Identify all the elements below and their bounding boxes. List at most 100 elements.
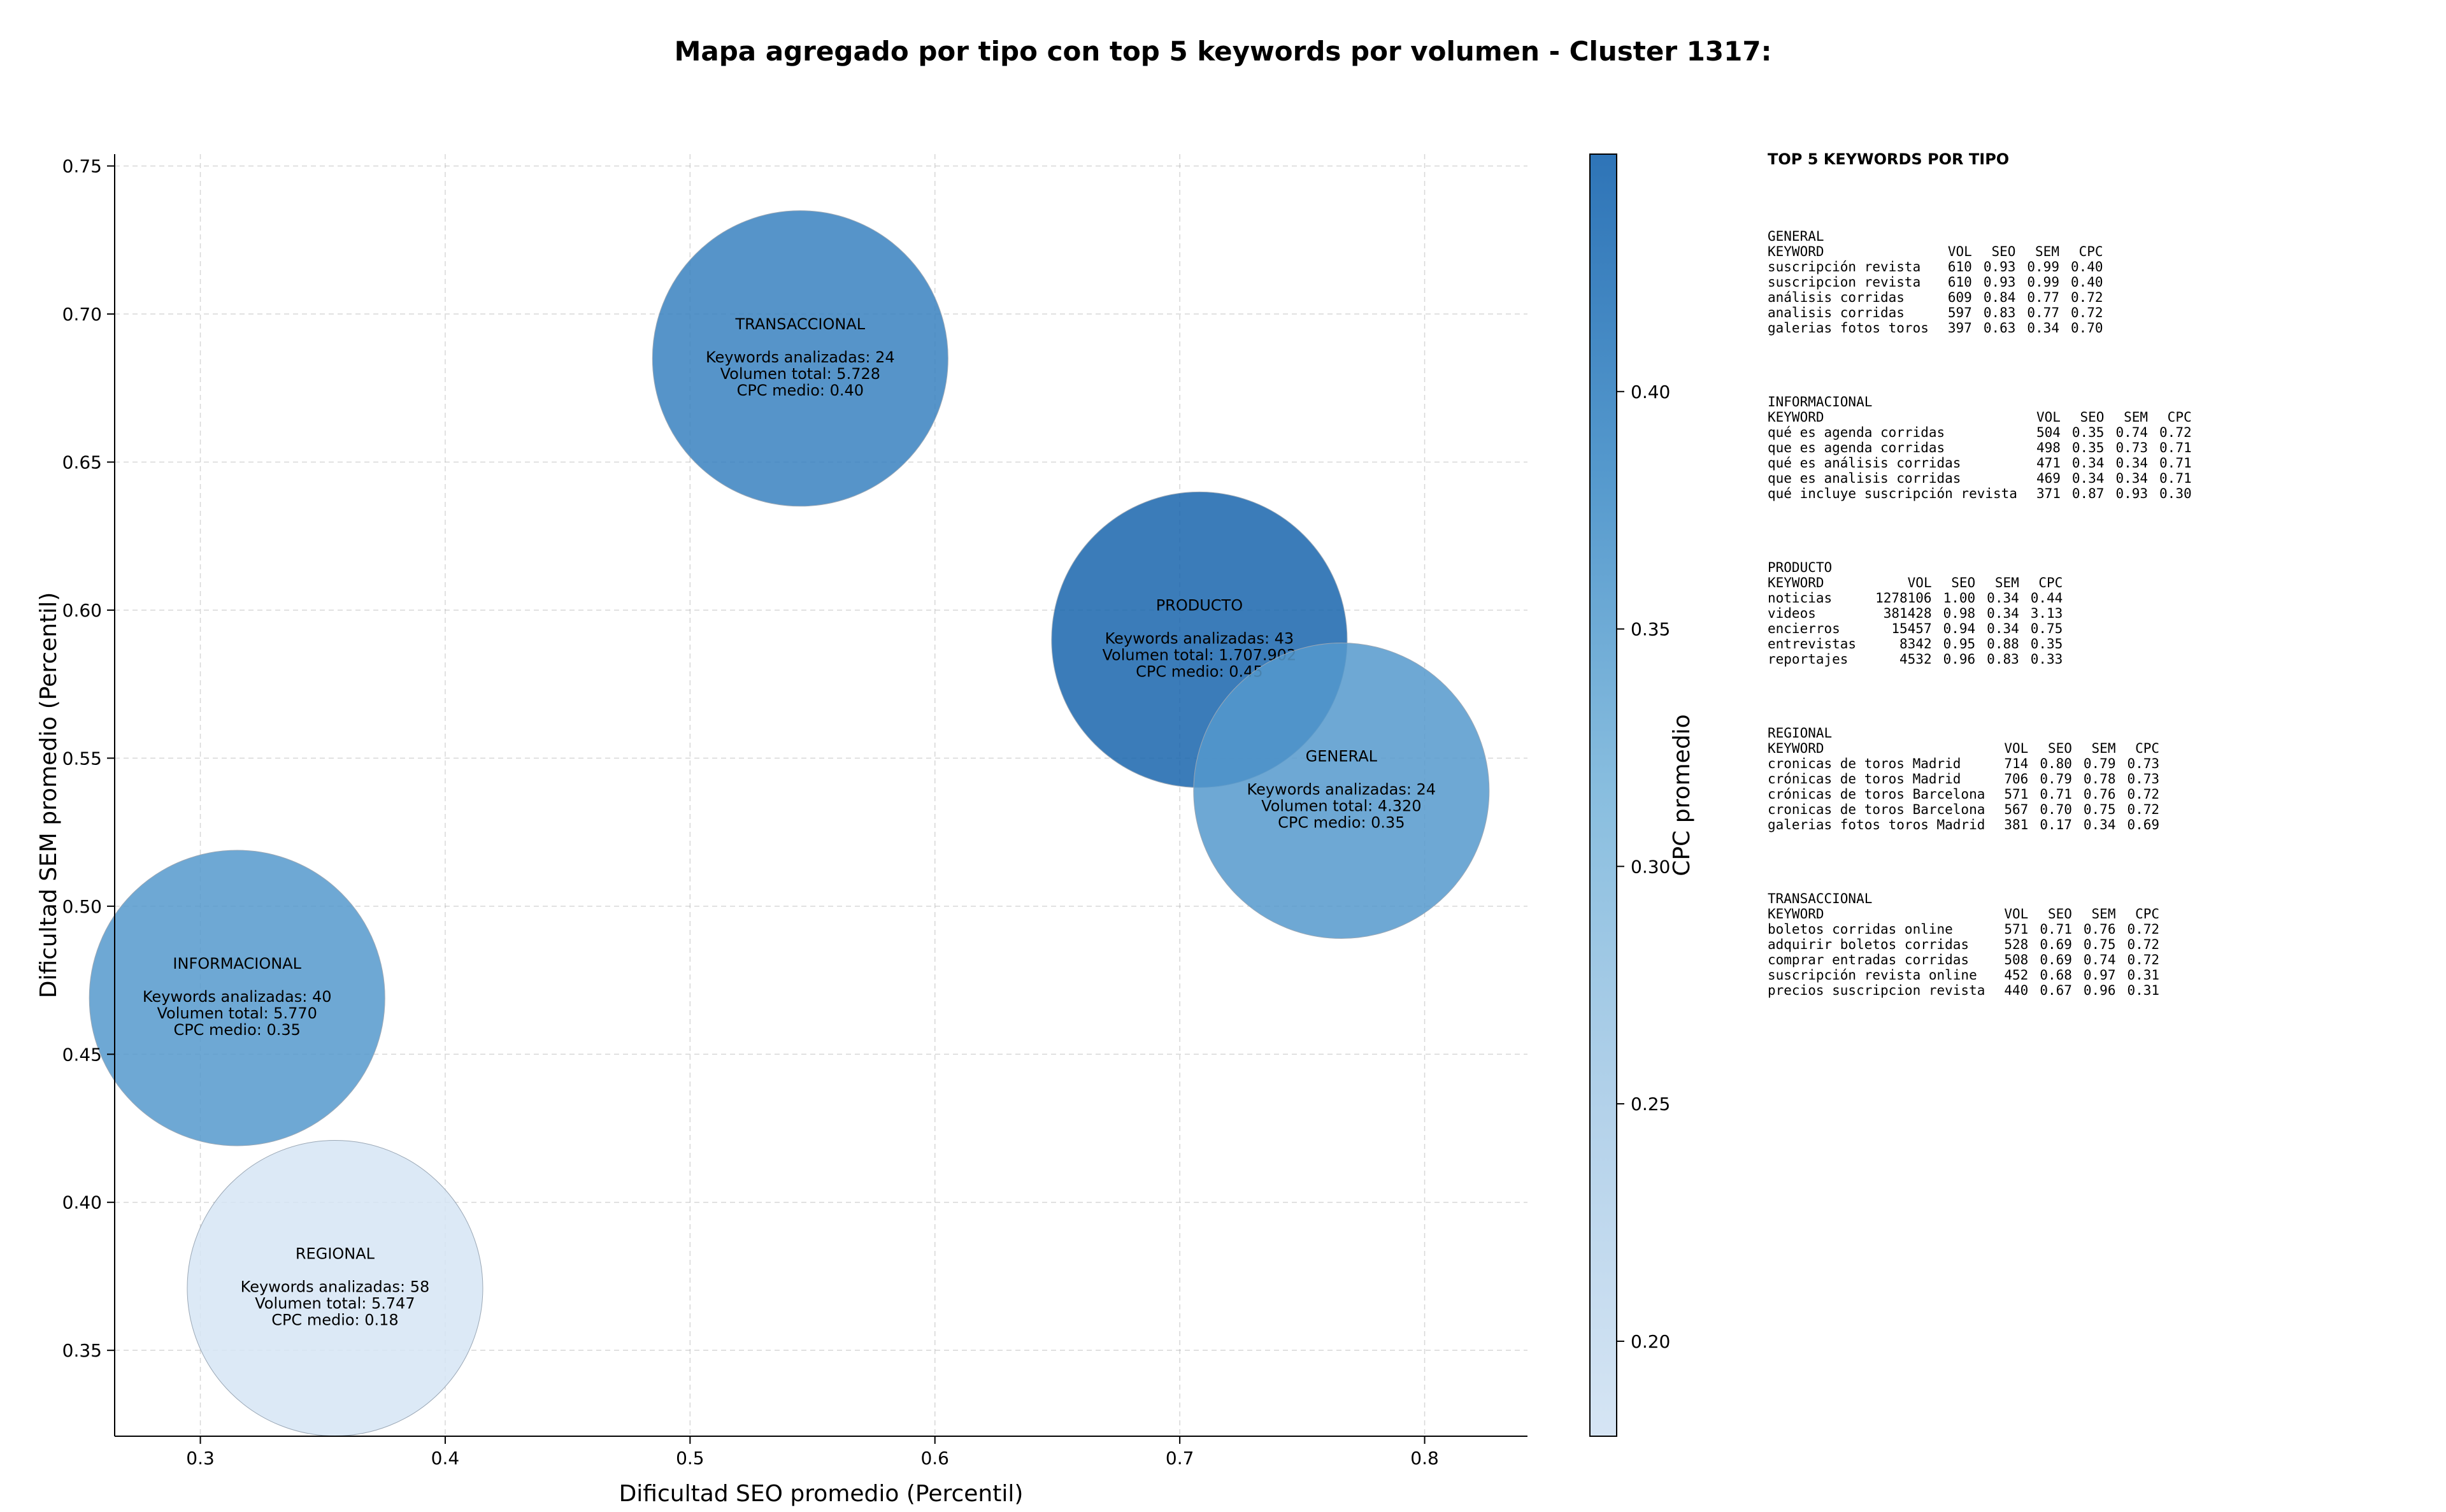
table-cell: 0.17 [2040, 817, 2072, 832]
table-cell: cronicas de toros Barcelona [1768, 802, 1985, 817]
table-row: entrevistas 8342 0.95 0.88 0.35 [1768, 636, 2074, 652]
top-keywords-title: TOP 5 KEYWORDS POR TIPO [1768, 150, 2010, 168]
table-cell: 0.80 [2040, 756, 2072, 771]
table-cell: 571 [2004, 787, 2029, 802]
column-header: SEO [1991, 244, 2016, 259]
table-cell: 0.77 [2027, 290, 2059, 305]
table-cell: 0.87 [2071, 486, 2105, 501]
table-cell: 0.72 [2127, 922, 2160, 937]
table-cell: 0.67 [2040, 983, 2072, 998]
bubble-keywords: Keywords analizadas: 24 [706, 348, 895, 366]
y-tick-label: 0.45 [62, 1044, 102, 1065]
colorbar: 0.20 0.25 0.30 0.35 0.40 CPC promedio [1589, 153, 1695, 1437]
table-cell: 0.72 [2070, 305, 2103, 320]
table-cell: 0.69 [2040, 952, 2072, 967]
table-row: analisis corridas 597 0.83 0.77 0.72 [1768, 305, 2115, 320]
table-row: noticias 1278106 1.00 0.34 0.44 [1768, 590, 2074, 606]
table-cell: 3.13 [2030, 606, 2063, 621]
y-tick-label: 0.60 [62, 600, 102, 621]
table-cell: 0.95 [1943, 636, 1976, 652]
table-cell: 0.98 [1943, 606, 1976, 621]
y-tick-label: 0.40 [62, 1192, 102, 1213]
x-tick-label: 0.7 [1166, 1448, 1194, 1469]
axes: 0.3 0.4 0.5 0.6 0.7 0.8 0.35 0.40 0.45 0.50 0.55 0.… [36, 154, 1527, 1507]
table-header-row: KEYWORD VOL SEO SEM CPC [1768, 906, 2171, 922]
table-cell: 0.93 [1983, 259, 2016, 275]
table-cell: encierros [1768, 621, 1840, 636]
column-header: SEM [2124, 410, 2149, 425]
column-header: CPC [2078, 244, 2103, 259]
colorbar-tick-label: 0.30 [1631, 856, 1670, 877]
table-cell: 8342 [1899, 636, 1932, 652]
bubble-keywords: Keywords analizadas: 58 [241, 1278, 430, 1296]
table-cell: 528 [2004, 937, 2029, 952]
section-title: PRODUCTO [1768, 560, 1833, 575]
table-cell: 1.00 [1943, 590, 1976, 606]
table-row: suscripción revista online 452 0.68 0.97 0.3… [1768, 967, 2171, 983]
table-cell: 0.40 [2070, 259, 2103, 275]
table-cell: analisis corridas [1768, 305, 1905, 320]
bubble-name: REGIONAL [296, 1245, 375, 1263]
table-cell: 381 [2004, 817, 2029, 832]
table-cell: precios suscripcion revista [1768, 983, 1985, 998]
column-header: SEM [2035, 244, 2059, 259]
table-cell: 0.96 [2083, 983, 2116, 998]
table-row: análisis corridas 609 0.84 0.77 0.72 [1768, 290, 2115, 305]
colorbar-label: CPC promedio [1669, 714, 1695, 876]
table-cell: 0.73 [2127, 756, 2160, 771]
top-keywords-panel: TOP 5 KEYWORDS POR TIPO GENERAL KEYWORD VO… [1768, 150, 2430, 1057]
keyword-table: KEYWORD VOL SEO SEM CPC boletos corridas onli… [1768, 906, 2171, 998]
colorbar-tick-label: 0.40 [1631, 382, 1670, 403]
table-cell: 0.34 [2027, 320, 2059, 336]
bubble-cpc: CPC medio: 0.35 [1278, 814, 1405, 832]
bubble-name: PRODUCTO [1156, 596, 1243, 614]
table-row: que es analisis corridas 469 0.34 0.34 0.71 [1768, 471, 2203, 486]
table-cell: 0.83 [1983, 305, 2016, 320]
table-row: suscripción revista 610 0.93 0.99 0.40 [1768, 259, 2115, 275]
table-cell: 0.72 [2127, 952, 2160, 967]
keyword-section-transaccional: TRANSACCIONAL KEYWORD VOL SEO SEM CPC boletos … [1768, 891, 2430, 998]
table-cell: 452 [2004, 967, 2029, 983]
table-cell: 571 [2004, 922, 2029, 937]
table-cell: 597 [1947, 305, 1972, 320]
table-row: boletos corridas online 571 0.71 0.76 0.72 [1768, 922, 2171, 937]
bubble-volume: Volumen total: 5.770 [157, 1004, 317, 1022]
table-cell: 0.74 [2115, 425, 2149, 440]
bubble-keywords: Keywords analizadas: 43 [1105, 629, 1294, 647]
table-cell: 0.84 [1983, 290, 2016, 305]
column-header: VOL [1907, 575, 1932, 590]
bubble-informacional [89, 850, 385, 1146]
keyword-table: KEYWORD VOL SEO SEM CPC cronicas de toros Mad… [1768, 741, 2171, 832]
table-row: comprar entradas corridas 508 0.69 0.74 0.72 [1768, 952, 2171, 967]
column-header: CPC [2038, 575, 2063, 590]
table-cell: 0.35 [2071, 440, 2105, 455]
table-cell: 15457 [1891, 621, 1932, 636]
table-cell: 0.76 [2083, 922, 2116, 937]
bubble-label-transaccional: TRANSACCIONAL Keywords analizadas: 24Volu… [706, 315, 895, 399]
keyword-section-regional: REGIONAL KEYWORD VOL SEO SEM CPC cronicas de t… [1768, 725, 2430, 832]
colorbar-tick-label: 0.25 [1631, 1094, 1670, 1115]
table-cell: 0.94 [1943, 621, 1976, 636]
section-title: GENERAL [1768, 229, 1824, 244]
table-cell: 0.63 [1983, 320, 2016, 336]
table-cell: análisis corridas [1768, 290, 1905, 305]
table-cell: 440 [2004, 983, 2029, 998]
table-cell: 0.31 [2127, 983, 2160, 998]
bubble-name: INFORMACIONAL [173, 955, 301, 973]
column-header: KEYWORD [1768, 410, 1824, 425]
table-cell: 0.71 [2159, 455, 2192, 471]
bubble-name: GENERAL [1306, 748, 1378, 766]
column-header: VOL [1947, 244, 1972, 259]
bubble-cpc: CPC medio: 0.45 [1136, 662, 1263, 680]
table-cell: 0.75 [2083, 937, 2116, 952]
table-cell: qué es agenda corridas [1768, 425, 1945, 440]
table-cell: 0.73 [2115, 440, 2149, 455]
table-cell: que es analisis corridas [1768, 471, 1961, 486]
table-header-row: KEYWORD VOL SEO SEM CPC [1768, 244, 2115, 259]
table-cell: 0.70 [2040, 802, 2072, 817]
table-row: suscripcion revista 610 0.93 0.99 0.40 [1768, 275, 2115, 290]
table-cell: 0.75 [2030, 621, 2063, 636]
x-tick-label: 0.8 [1410, 1448, 1439, 1469]
y-axis-label: Dificultad SEM promedio (Percentil) [36, 592, 62, 999]
